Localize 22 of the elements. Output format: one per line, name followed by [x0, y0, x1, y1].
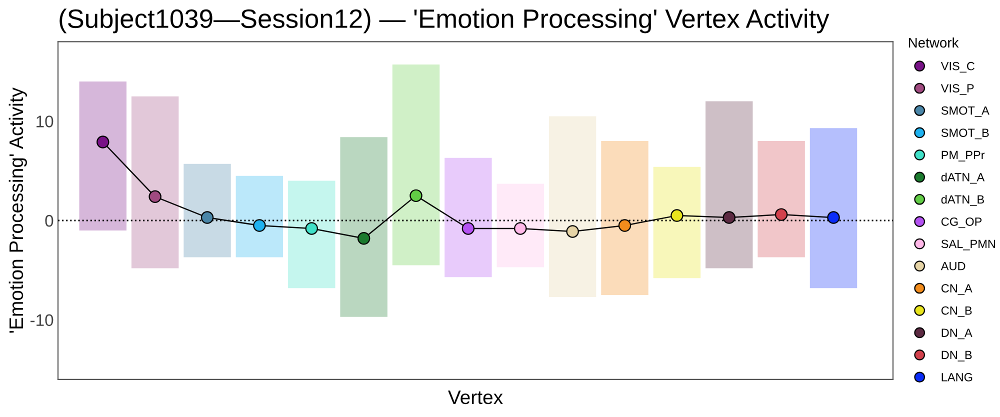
- y-tick-label: 0: [45, 214, 54, 227]
- legend-label: CN_B: [941, 306, 972, 317]
- y-tick-label: 10: [36, 116, 54, 128]
- legend-label: VIS_P: [940, 84, 974, 95]
- legend-title: Network: [908, 37, 959, 48]
- legend-label: AUD: [940, 262, 966, 270]
- legend-label: SAL_PMN: [941, 240, 996, 250]
- legend-label: dATN_A: [941, 172, 985, 184]
- legend-label: dATN_B: [941, 194, 984, 206]
- legend-label: DN_A: [942, 328, 972, 340]
- chart-title: (Subject1039—Session12) — 'Emotion Processing' Vertex Activity: [60, 8, 830, 34]
- y-tick-label: -10: [30, 314, 54, 326]
- legend-label: CG_OP: [941, 217, 982, 228]
- legend-label: PM_PPr: [942, 150, 985, 162]
- legend-label: SMOT_A: [941, 106, 990, 117]
- y-axis-title: 'Emotion Processing' Activity: [8, 87, 27, 333]
- legend-label: DN_B: [942, 350, 972, 362]
- legend-label: VIS_C: [940, 62, 975, 73]
- legend-label: LANG: [942, 373, 972, 382]
- legend-label: CN_A: [941, 284, 972, 295]
- x-axis-title: Vertex: [448, 390, 503, 404]
- legend-label: SMOT_B: [941, 128, 989, 140]
